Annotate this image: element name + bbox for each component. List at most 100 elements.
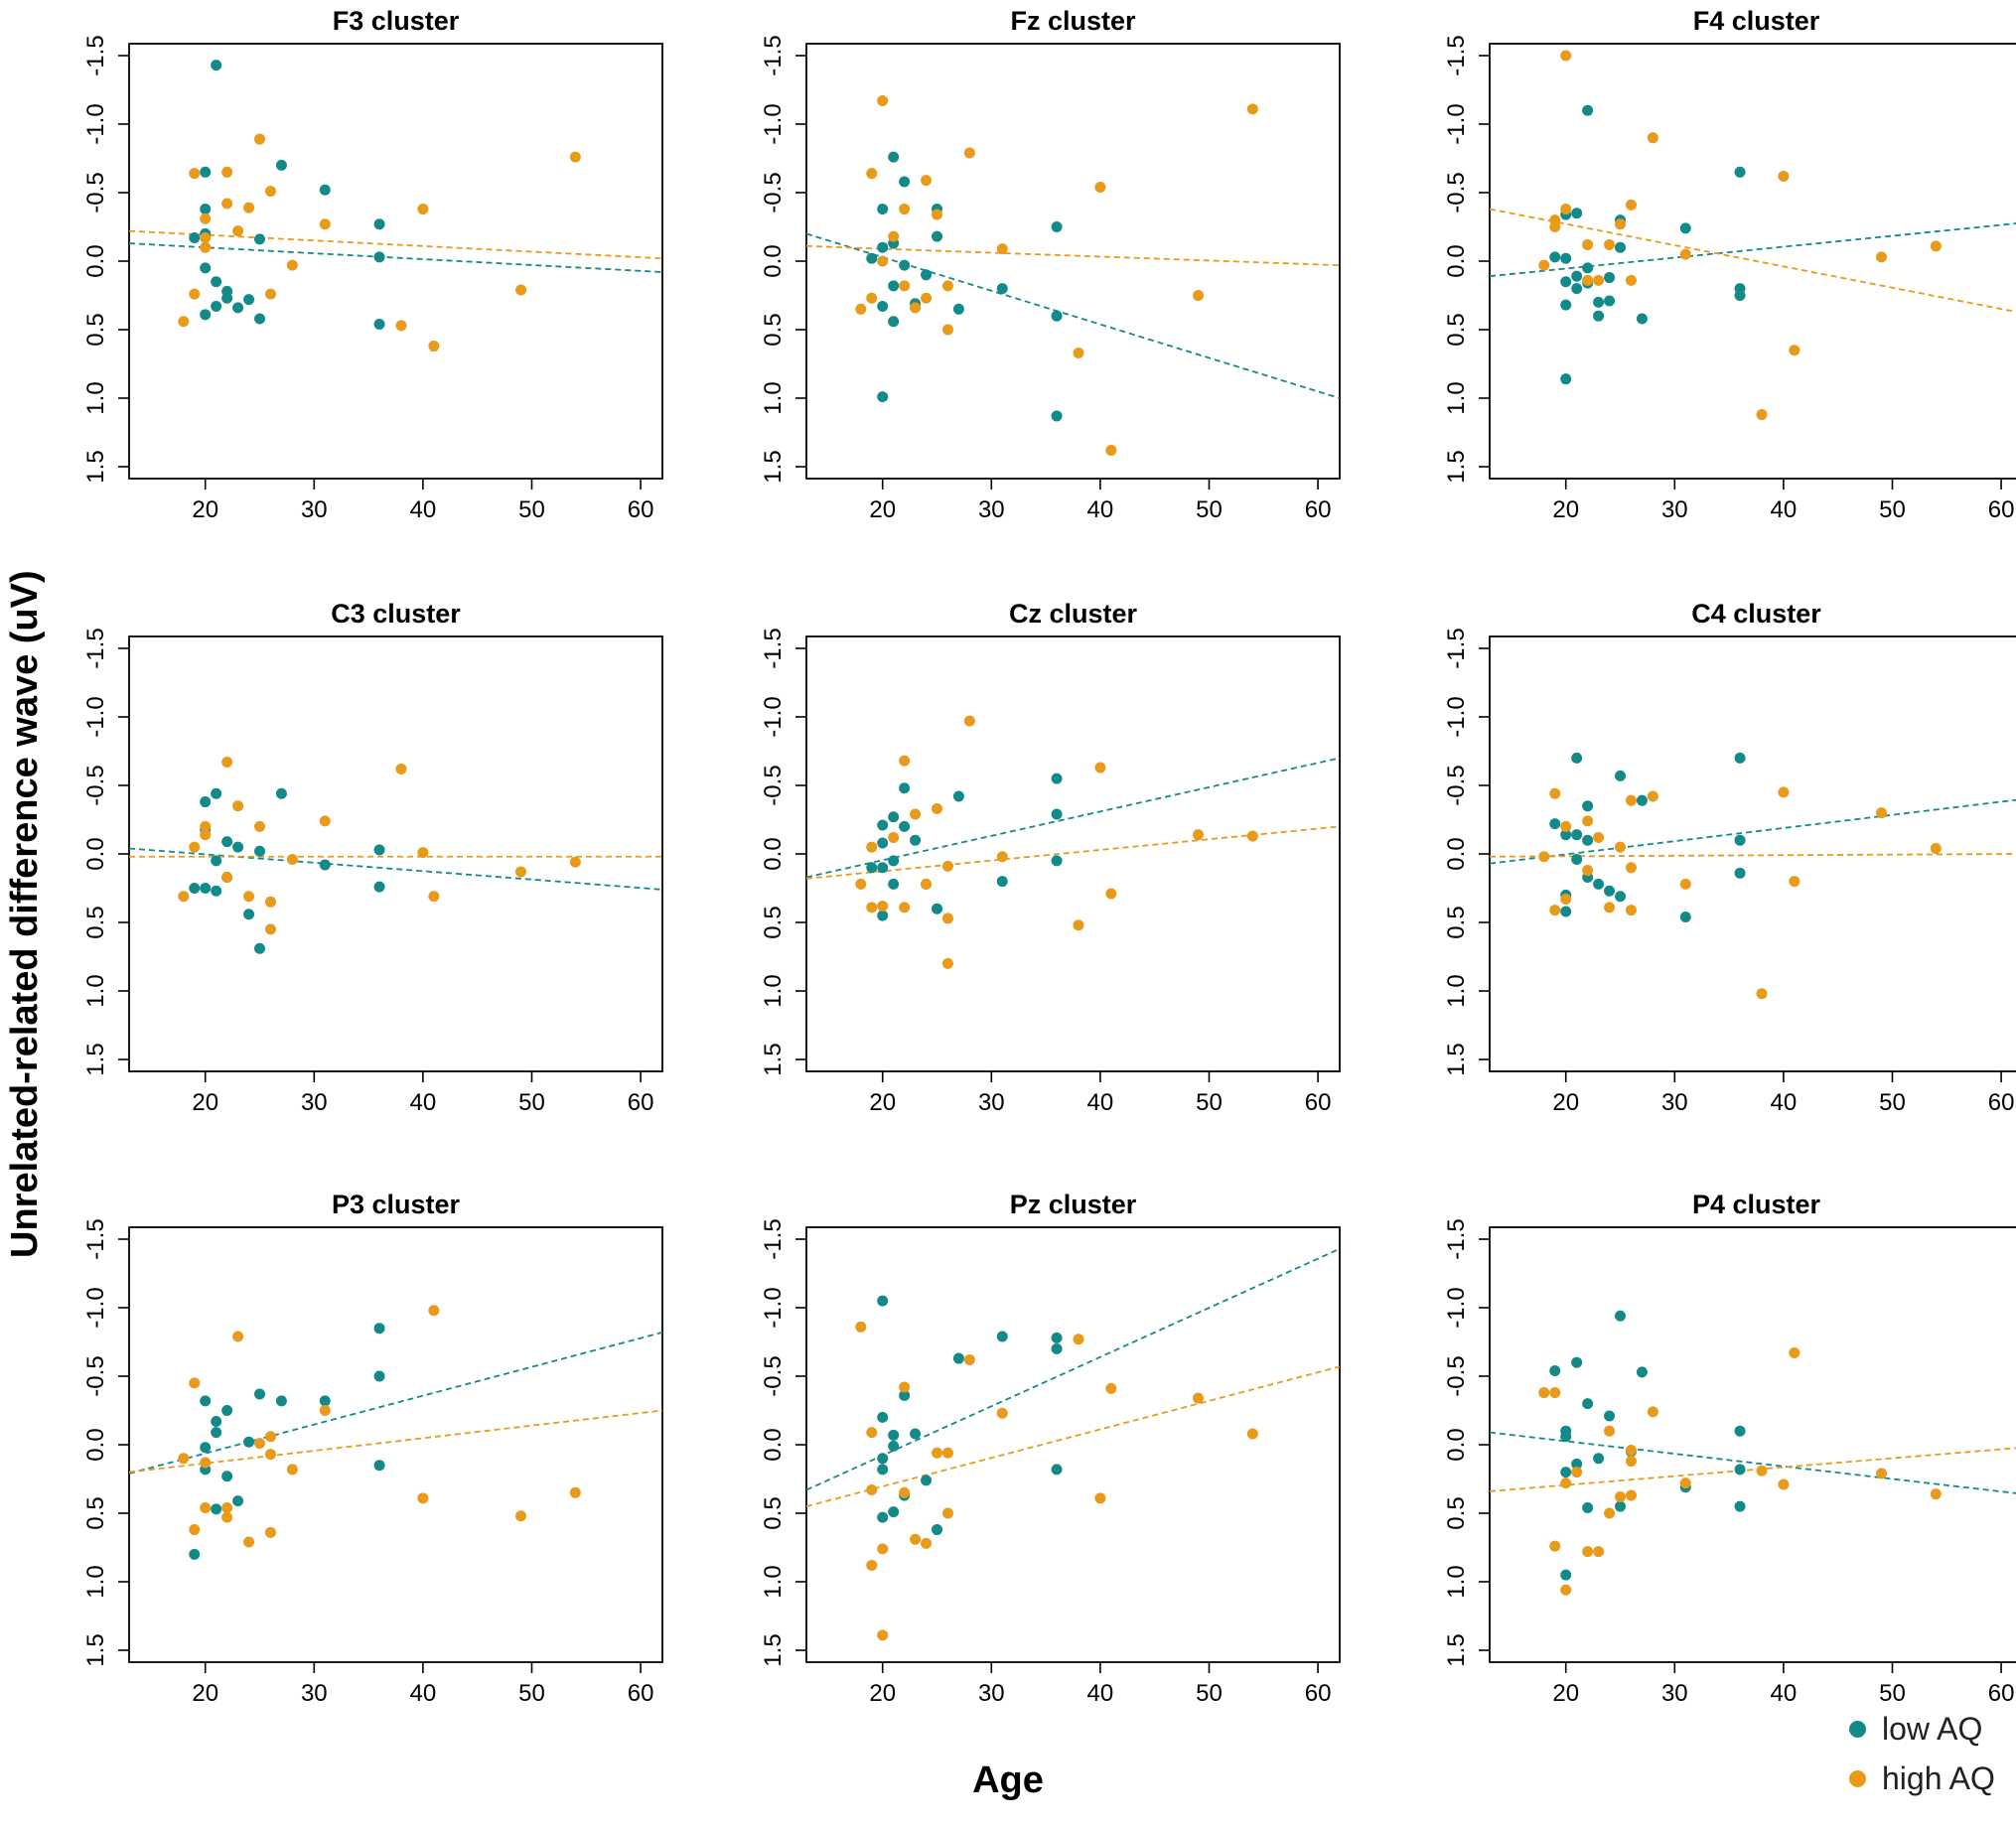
- y-tick-label: 1.0: [1443, 974, 1470, 1007]
- data-point-high-aq: [417, 1492, 429, 1504]
- data-point-high-aq: [232, 225, 244, 237]
- data-point-high-aq: [941, 1447, 953, 1459]
- data-point-high-aq: [1549, 214, 1561, 226]
- data-point-low-aq: [1615, 891, 1627, 903]
- data-point-high-aq: [1647, 1406, 1658, 1418]
- panel-c4-cluster: C4 cluster 20 30 40 50 60 -1.5 -1.0 -0.5 0.0 0.5 1.…: [1443, 599, 2016, 1116]
- y-tick-label: 0.5: [1443, 906, 1470, 938]
- data-point-high-aq: [1876, 807, 1888, 819]
- x-tick-label: 20: [869, 1680, 896, 1707]
- trend-line-low-aq: [129, 1331, 662, 1475]
- data-point-high-aq: [1538, 1387, 1550, 1399]
- data-point-high-aq: [877, 255, 889, 267]
- x-tick-label: 60: [1305, 1680, 1332, 1707]
- data-point-high-aq: [1094, 762, 1106, 773]
- data-point-high-aq: [232, 1331, 244, 1342]
- data-point-low-aq: [877, 391, 889, 403]
- y-tick-label: 0.0: [1443, 244, 1470, 277]
- data-point-high-aq: [1604, 238, 1616, 250]
- data-point-low-aq: [254, 845, 266, 857]
- data-point-low-aq: [888, 811, 900, 823]
- data-point-low-aq: [877, 862, 889, 874]
- data-point-low-aq: [1615, 241, 1627, 253]
- data-point-high-aq: [932, 802, 943, 814]
- x-tick-label: 60: [1305, 1089, 1332, 1116]
- data-point-low-aq: [877, 1511, 889, 1523]
- data-point-low-aq: [1571, 283, 1583, 295]
- data-point-high-aq: [428, 341, 440, 352]
- data-point-high-aq: [899, 1486, 911, 1498]
- y-tick-label: 1.5: [1443, 450, 1470, 483]
- y-tick-label: 1.0: [760, 1565, 787, 1598]
- y-tick-label: 1.5: [82, 450, 109, 483]
- data-point-low-aq: [899, 1389, 911, 1401]
- y-tick-label: -0.5: [82, 172, 109, 212]
- data-point-high-aq: [877, 1629, 889, 1641]
- data-point-low-aq: [888, 855, 900, 867]
- data-point-low-aq: [189, 1548, 201, 1560]
- data-point-high-aq: [200, 212, 212, 224]
- data-point-high-aq: [1604, 1425, 1616, 1437]
- x-tick-label: 60: [1305, 496, 1332, 523]
- data-point-high-aq: [515, 1510, 527, 1522]
- data-point-high-aq: [1647, 790, 1658, 802]
- x-tick-label: 20: [869, 496, 896, 523]
- data-point-low-aq: [899, 259, 911, 271]
- data-point-high-aq: [1625, 794, 1637, 806]
- data-point-low-aq: [1571, 1356, 1583, 1368]
- data-point-high-aq: [264, 288, 276, 300]
- data-point-high-aq: [1625, 274, 1637, 286]
- x-tick-label: 40: [1087, 1089, 1114, 1116]
- data-point-low-aq: [866, 252, 878, 264]
- y-tick-label: -1.0: [760, 1287, 787, 1328]
- data-point-high-aq: [941, 1507, 953, 1519]
- trend-line-high-aq: [129, 1409, 662, 1474]
- data-point-high-aq: [866, 1427, 878, 1439]
- data-point-low-aq: [1549, 818, 1561, 830]
- data-point-low-aq: [1604, 1410, 1616, 1422]
- data-point-low-aq: [1593, 310, 1605, 322]
- y-tick-label: 0.5: [760, 313, 787, 346]
- data-point-high-aq: [1930, 1488, 1942, 1500]
- data-point-low-aq: [373, 844, 385, 856]
- data-point-low-aq: [866, 862, 878, 874]
- data-point-high-aq: [1625, 199, 1637, 211]
- data-point-high-aq: [1604, 1507, 1616, 1519]
- data-point-low-aq: [200, 262, 212, 274]
- data-point-low-aq: [877, 910, 889, 921]
- y-tick-label: 0.0: [1443, 1428, 1470, 1461]
- data-point-low-aq: [243, 909, 255, 920]
- data-point-low-aq: [1051, 855, 1063, 867]
- data-point-high-aq: [1647, 132, 1658, 144]
- data-point-high-aq: [899, 902, 911, 914]
- x-tick-label: 20: [192, 1680, 218, 1707]
- data-point-high-aq: [200, 1457, 212, 1469]
- x-tick-label: 50: [518, 1680, 545, 1707]
- data-point-low-aq: [275, 787, 287, 799]
- data-point-high-aq: [221, 166, 233, 178]
- data-point-low-aq: [373, 1460, 385, 1472]
- data-point-high-aq: [941, 324, 953, 336]
- data-point-high-aq: [232, 800, 244, 812]
- x-tick-label: 20: [1552, 496, 1579, 523]
- y-tick-label: -1.5: [760, 1218, 787, 1259]
- data-point-high-aq: [1538, 851, 1550, 863]
- data-point-low-aq: [1679, 911, 1691, 922]
- y-tick-label: 0.5: [760, 906, 787, 938]
- data-point-high-aq: [877, 1543, 889, 1555]
- legend-label-high-aq: high AQ: [1882, 1759, 1995, 1796]
- x-tick-label: 60: [1988, 496, 2015, 523]
- data-point-low-aq: [888, 1506, 900, 1518]
- y-tick-label: 0.5: [82, 906, 109, 938]
- y-tick-label: -0.5: [760, 1355, 787, 1396]
- x-tick-label: 30: [1661, 1089, 1688, 1116]
- panel-f3-cluster: F3 cluster 20 30 40 50 60 -1.5 -1.0 -0.5 0.0 0.5 1.…: [82, 6, 663, 523]
- data-point-low-aq: [200, 1395, 212, 1407]
- data-point-low-aq: [1571, 752, 1583, 764]
- data-point-high-aq: [1538, 259, 1550, 271]
- data-point-low-aq: [319, 1395, 331, 1407]
- data-point-high-aq: [1073, 347, 1084, 358]
- data-point-high-aq: [178, 1453, 190, 1465]
- data-point-high-aq: [921, 292, 933, 304]
